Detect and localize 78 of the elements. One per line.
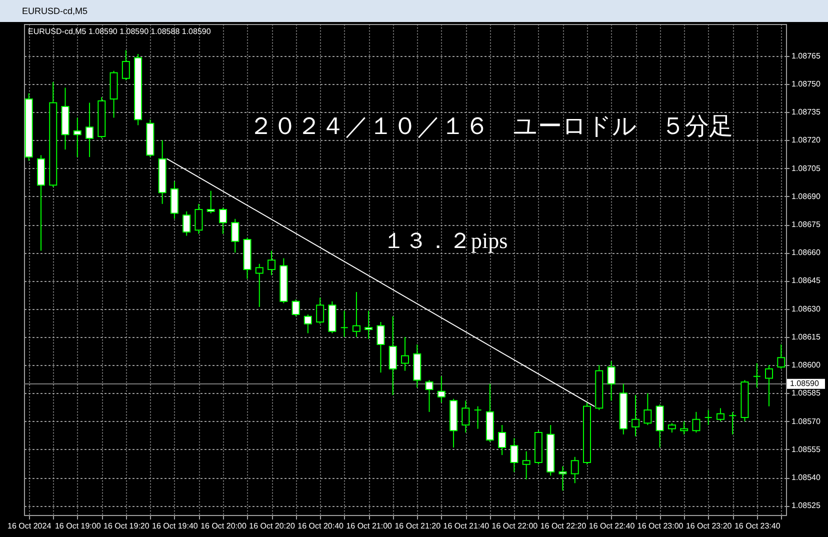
candlestick — [728, 411, 737, 435]
y-tick-label: 1.08645 — [792, 276, 821, 286]
candlestick — [231, 218, 240, 254]
y-tick-label: 1.08600 — [792, 360, 821, 370]
candlestick — [558, 466, 567, 492]
y-tick-label: 1.08690 — [792, 192, 821, 201]
candlestick — [425, 380, 434, 412]
candlestick — [73, 117, 82, 158]
x-tick-label: 16 Oct 19:00 — [54, 522, 102, 530]
annotation: EURUSD-cd,M5 1.08590 1.08590 1.08588 1.08590 — [28, 27, 212, 36]
candlestick — [752, 362, 761, 388]
candlestick — [510, 438, 518, 472]
x-tick-label: 16 Oct 19:20 — [104, 522, 150, 530]
candlestick — [122, 50, 130, 81]
y-tick-label: 1.08720 — [792, 136, 821, 145]
candlestick — [680, 420, 688, 435]
candlestick — [340, 310, 348, 338]
candlestick — [194, 203, 203, 234]
candlestick — [632, 394, 640, 437]
x-tick-label: 16 Oct 21:20 — [394, 522, 442, 530]
chart-title: EURUSD-cd,M5 — [22, 6, 88, 16]
y-tick-label: 1.08660 — [792, 248, 821, 258]
candlestick — [86, 102, 94, 158]
candlestick — [292, 298, 300, 317]
candlestick — [716, 408, 724, 422]
y-tick-label: 1.08540 — [792, 473, 821, 482]
candlestick — [316, 297, 324, 324]
y-tick-label: 1.08705 — [792, 164, 821, 173]
candlestick — [692, 411, 700, 434]
candlestick — [765, 364, 774, 407]
x-tick-label: 16 Oct 23:40 — [734, 522, 781, 530]
x-tick-label: 16 Oct 21:40 — [443, 522, 490, 530]
candlestick — [668, 422, 676, 434]
x-tick-label: 16 Oct 22:40 — [588, 522, 636, 530]
x-tick-label: 16 Oct 23:00 — [637, 522, 684, 530]
y-tick-label: 1.08765 — [792, 51, 821, 60]
candlestick — [206, 190, 215, 214]
candlestick — [388, 316, 397, 396]
candlestick — [474, 406, 482, 430]
ref-line-label: 1.08590 — [790, 378, 820, 388]
x-tick-label: 16 Oct 20:20 — [249, 522, 296, 530]
candlestick — [304, 314, 312, 334]
candlestick — [704, 410, 712, 426]
candlestick — [364, 310, 373, 340]
candlestick — [255, 263, 264, 308]
candlestick — [570, 456, 579, 484]
candlestick — [522, 450, 530, 480]
x-tick-label: 16 Oct 23:20 — [686, 522, 732, 530]
annotation: ２０２４／１０／１６ ユーロドル ５分足 — [249, 114, 734, 140]
x-tick-label: 16 Oct 20:40 — [298, 522, 344, 530]
candlestick — [777, 344, 786, 370]
candlestick — [401, 336, 409, 372]
candlestick — [462, 400, 470, 434]
x-tick-label: 16 Oct 22:20 — [540, 522, 587, 530]
y-tick-label: 1.08570 — [792, 416, 821, 426]
candlestick — [437, 376, 446, 404]
candlestick — [644, 392, 652, 426]
x-tick-label: 16 Oct 22:00 — [492, 522, 538, 530]
candlestick — [268, 250, 276, 276]
candlestick — [376, 321, 385, 374]
candlestick — [218, 207, 227, 234]
y-tick-label: 1.08615 — [792, 332, 821, 342]
x-tick-label: 16 Oct 19:40 — [152, 522, 198, 530]
candlestick — [498, 424, 506, 456]
annotation: １３．２pips — [383, 228, 508, 253]
x-tick-label: 16 Oct 21:00 — [346, 522, 393, 530]
y-tick-label: 1.08555 — [792, 444, 821, 454]
y-tick-label: 1.08630 — [792, 304, 821, 314]
y-tick-label: 1.08525 — [792, 501, 821, 510]
candlestick — [607, 360, 616, 402]
candlestick — [352, 291, 360, 338]
y-tick-label: 1.08585 — [792, 388, 821, 398]
x-tick-label: 16 Oct 20:00 — [200, 522, 247, 530]
x-tick-label: 16 Oct 2024 — [8, 522, 52, 530]
y-tick-label: 1.08675 — [792, 220, 821, 230]
y-tick-label: 1.08735 — [792, 108, 821, 117]
candlestick — [182, 210, 191, 236]
y-tick-label: 1.08750 — [792, 79, 821, 88]
